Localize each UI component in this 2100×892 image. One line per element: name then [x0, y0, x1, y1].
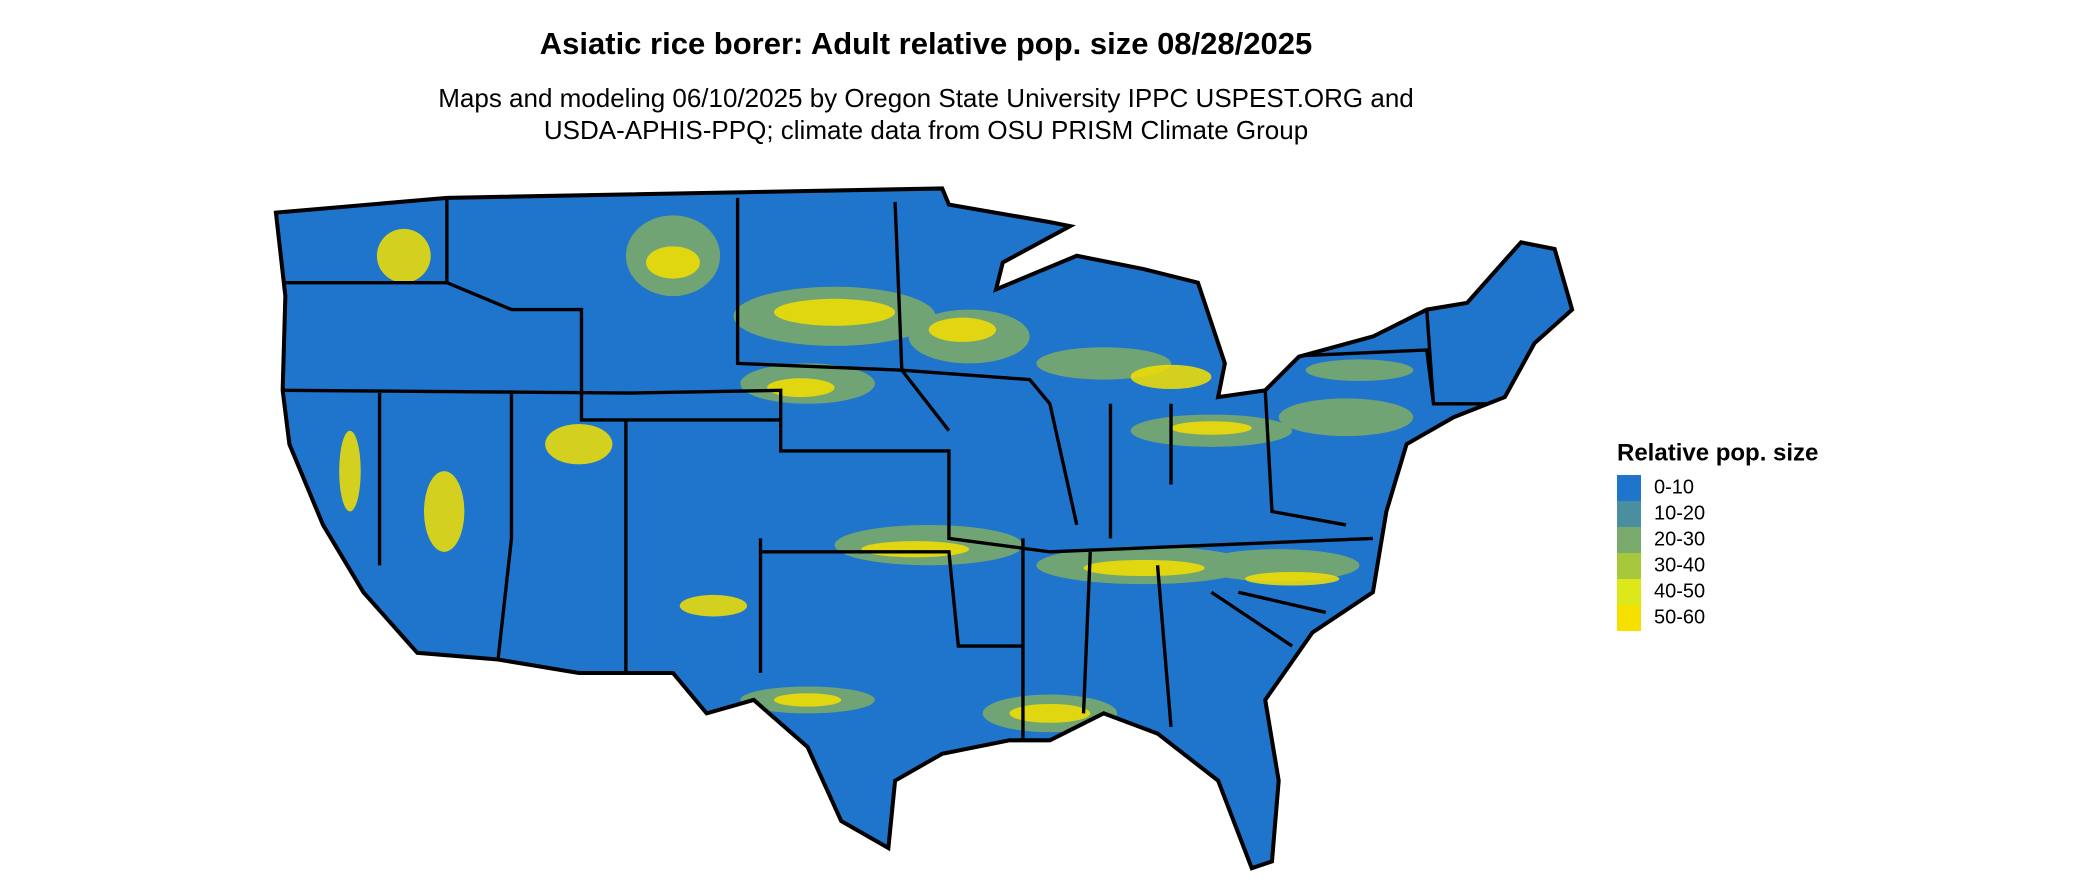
- map-subtitle: Maps and modeling 06/10/2025 by Oregon S…: [438, 83, 1414, 113]
- legend-swatch: [1617, 605, 1641, 631]
- legend-swatch: [1617, 579, 1641, 605]
- legend-label: 50-60: [1654, 606, 1705, 628]
- us-map: [276, 188, 1572, 868]
- legend-label: 0-10: [1654, 476, 1694, 498]
- legend-label: 40-50: [1654, 580, 1705, 602]
- legend-label: 20-30: [1654, 528, 1705, 550]
- map-subtitle: USDA-APHIS-PPQ; climate data from OSU PR…: [544, 115, 1308, 145]
- legend-title: Relative pop. size: [1617, 439, 1818, 466]
- map-title: Asiatic rice borer: Adult relative pop. …: [540, 26, 1312, 61]
- legend-swatch: [1617, 553, 1641, 579]
- legend-label: 10-20: [1654, 502, 1705, 524]
- legend-label: 30-40: [1654, 554, 1705, 576]
- legend-swatch: [1617, 475, 1641, 501]
- legend-swatch: [1617, 527, 1641, 553]
- legend-swatch: [1617, 501, 1641, 527]
- legend: 0-10 10-20 20-30 30-40 40-50 50-60: [1617, 475, 1705, 631]
